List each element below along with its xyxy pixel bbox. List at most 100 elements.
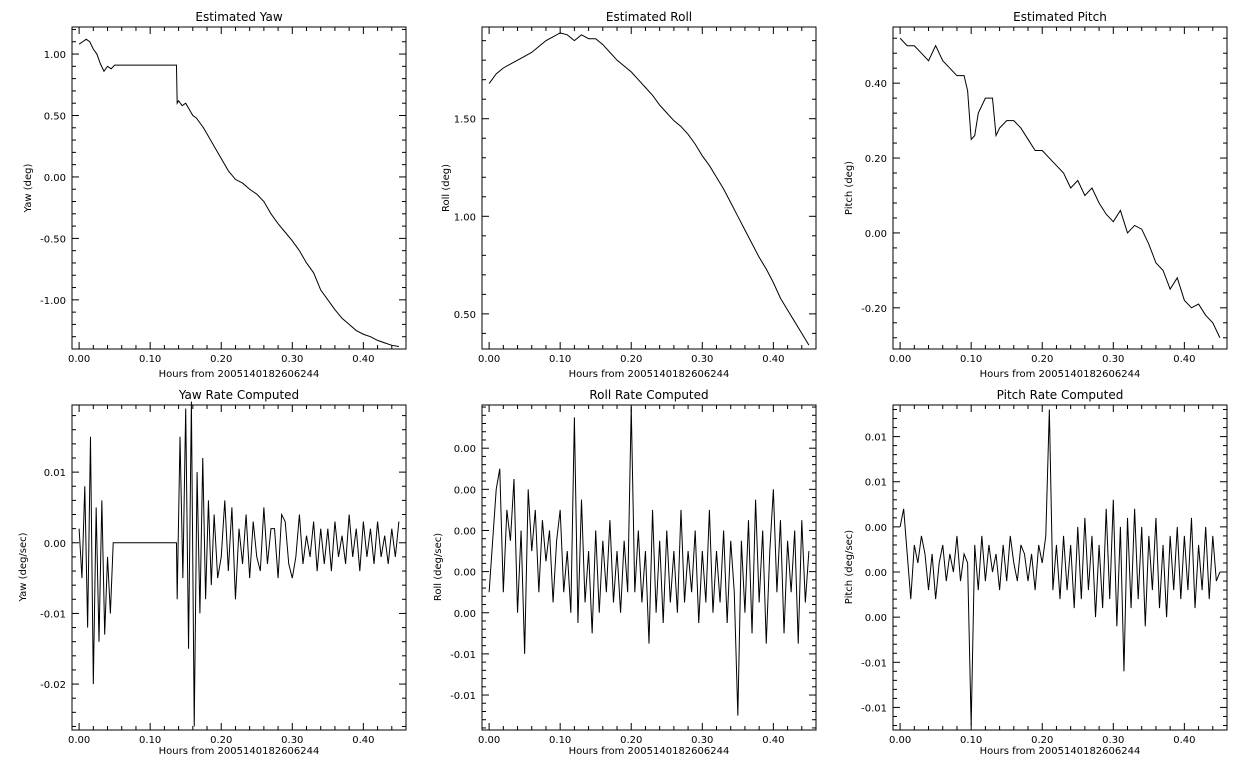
panel-title: Estimated Pitch: [1013, 10, 1107, 24]
y-tick-label: 0.00: [865, 613, 887, 624]
x-tick-label: 0.30: [281, 735, 303, 746]
panel-estimated-pitch: Estimated Pitch 0.00 0.10 0.20 0.30 0.40 -0.2…: [844, 10, 1228, 380]
series-line: [78, 401, 400, 727]
y-tick-label: 0.50: [44, 111, 66, 122]
plot-frame: [71, 404, 407, 731]
panel-yaw-rate: Yaw Rate Computed 0.00 0.10 0.20 0.30 0.40 -0…: [18, 388, 407, 757]
x-tick-label: 0.10: [549, 354, 571, 365]
x-tick-label: 0.10: [960, 735, 982, 746]
y-tick-label: 0.00: [454, 568, 476, 579]
y-tick-label: 0.01: [865, 478, 887, 489]
y-tick-label: 0.00: [865, 568, 887, 579]
plot-frame: [481, 404, 817, 731]
series-line: [899, 409, 1221, 726]
y-tick-label: -0.01: [450, 650, 476, 661]
plot-layer: 0.00 0.10 0.20 0.30 0.40 0.50 1.00 1.50: [454, 27, 817, 365]
x-tick-label: 0.10: [139, 354, 161, 365]
x-tick-label: 0.10: [960, 354, 982, 365]
y-axis-label: Roll (deg/sec): [433, 533, 444, 601]
x-tick-label: 0.00: [889, 735, 911, 746]
y-axis-label: Pitch (deg/sec): [844, 530, 855, 605]
y-axis-label: Yaw (deg): [23, 163, 34, 213]
x-tick-label: 0.30: [281, 354, 303, 365]
x-tick-label: 0.40: [352, 735, 374, 746]
plot-layer: 0.00 0.10 0.20 0.30 0.40 -0.20 0.00 0.20 0.40: [861, 27, 1228, 365]
y-tick-label: 0.20: [865, 154, 887, 165]
y-tick-label: 0.00: [454, 444, 476, 455]
y-tick-label: -0.01: [450, 691, 476, 702]
y-tick-label: 0.40: [865, 79, 887, 90]
panel-title: Roll Rate Computed: [589, 388, 708, 402]
y-tick-label: 0.00: [865, 229, 887, 240]
y-tick-label: 0.00: [44, 539, 66, 550]
x-tick-label: 0.00: [68, 354, 90, 365]
x-tick-label: 0.30: [1102, 735, 1124, 746]
x-tick-label: 0.40: [1173, 354, 1195, 365]
x-tick-label: 0.00: [889, 354, 911, 365]
plot-frame: [71, 26, 407, 350]
y-tick-label: -0.01: [861, 703, 887, 714]
x-tick-label: 0.20: [210, 735, 232, 746]
x-axis-label: Hours from 2005140182606244: [159, 369, 320, 380]
plot-layer: 0.00 0.10 0.20 0.30 0.40 -1.00 -0.50 0.00 0.50 1.…: [40, 27, 407, 365]
panel-title: Estimated Yaw: [195, 10, 282, 24]
x-tick-label: 0.20: [1031, 354, 1053, 365]
x-tick-label: 0.20: [620, 354, 642, 365]
panel-title: Yaw Rate Computed: [178, 388, 299, 402]
plot-layer: 0.00 0.10 0.20 0.30 0.40 -0.02 -0.01 0.00 0.01: [40, 401, 407, 746]
plot-frame: [892, 404, 1228, 731]
x-tick-label: 0.40: [352, 354, 374, 365]
plot-layer: 0.00 0.10 0.20 0.30 0.40 -0.01 -0.01 0.00 0.00 0.…: [450, 405, 817, 746]
plot-frame: [481, 26, 817, 350]
x-tick-label: 0.30: [691, 735, 713, 746]
x-axis-label: Hours from 2005140182606244: [980, 746, 1141, 757]
y-axis-label: Yaw (deg/sec): [18, 532, 29, 602]
y-tick-label: -0.01: [40, 609, 66, 620]
x-tick-label: 0.00: [478, 354, 500, 365]
x-tick-label: 0.30: [1102, 354, 1124, 365]
panel-roll-rate: Roll Rate Computed 0.00 0.10 0.20 0.30 0.40 -…: [433, 388, 817, 757]
x-tick-label: 0.40: [1173, 735, 1195, 746]
series-line: [899, 37, 1221, 338]
x-axis-label: Hours from 2005140182606244: [569, 746, 730, 757]
panel-title: Pitch Rate Computed: [997, 388, 1124, 402]
y-tick-label: 1.00: [44, 50, 66, 61]
y-axis-label: Pitch (deg): [844, 161, 855, 215]
series-line: [488, 32, 810, 346]
series-line: [488, 407, 810, 716]
y-tick-label: -0.02: [40, 680, 66, 691]
x-axis-label: Hours from 2005140182606244: [569, 369, 730, 380]
x-tick-label: 0.00: [68, 735, 90, 746]
y-tick-label: 0.00: [865, 523, 887, 534]
y-tick-label: 0.50: [454, 310, 476, 321]
y-tick-label: 0.00: [454, 526, 476, 537]
x-tick-label: 0.10: [139, 735, 161, 746]
x-tick-label: 0.00: [478, 735, 500, 746]
series-line: [78, 38, 399, 348]
x-axis-label: Hours from 2005140182606244: [980, 369, 1141, 380]
y-tick-label: 0.01: [44, 468, 66, 479]
panel-pitch-rate: Pitch Rate Computed 0.00 0.10 0.20 0.30 0.40…: [844, 388, 1228, 757]
x-tick-label: 0.40: [762, 735, 784, 746]
x-tick-label: 0.20: [210, 354, 232, 365]
panel-estimated-roll: Estimated Roll 0.00 0.10 0.20 0.30 0.40 0.50 1…: [441, 10, 817, 380]
panel-estimated-yaw: Estimated Yaw 0.00 0.10 0.20 0.30 0.40 -1.00 -…: [23, 10, 407, 380]
x-tick-label: 0.10: [549, 735, 571, 746]
y-tick-label: 0.01: [865, 433, 887, 444]
x-tick-label: 0.20: [620, 735, 642, 746]
y-tick-label: -1.00: [40, 296, 66, 307]
y-tick-label: 0.00: [454, 609, 476, 620]
x-axis-label: Hours from 2005140182606244: [159, 746, 320, 757]
y-tick-label: 1.50: [454, 115, 476, 126]
x-tick-label: 0.40: [762, 354, 784, 365]
x-tick-label: 0.20: [1031, 735, 1053, 746]
y-tick-label: 0.00: [454, 485, 476, 496]
x-tick-label: 0.30: [691, 354, 713, 365]
y-tick-label: -0.50: [40, 234, 66, 245]
y-tick-label: 0.00: [44, 173, 66, 184]
y-tick-label: 1.00: [454, 212, 476, 223]
y-tick-label: -0.01: [861, 658, 887, 669]
panel-title: Estimated Roll: [606, 10, 692, 24]
